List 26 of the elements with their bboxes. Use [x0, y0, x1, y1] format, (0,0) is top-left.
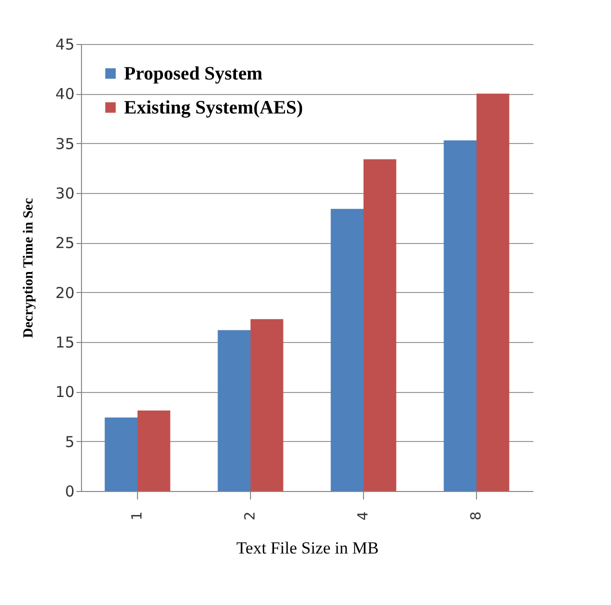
- x-tick-label: 8: [468, 512, 484, 520]
- legend-label: Existing System(AES): [124, 98, 303, 118]
- y-tick-label: 0: [64, 482, 74, 500]
- bar: [364, 159, 396, 491]
- y-tick-label: 40: [55, 85, 74, 104]
- bar: [444, 140, 476, 491]
- y-tick-label: 45: [55, 36, 74, 54]
- x-tick-label: 4: [356, 511, 372, 520]
- y-tick-label: 15: [55, 334, 74, 352]
- y-tick-label: 25: [55, 234, 74, 252]
- y-tick-label: 5: [64, 432, 74, 451]
- y-axis-title: Decryption Time in Sec: [21, 198, 36, 338]
- y-tick-label: 10: [55, 383, 74, 402]
- y-tick-label: 20: [55, 284, 74, 302]
- y-tick-label: 35: [55, 134, 74, 153]
- bar: [330, 208, 364, 491]
- bar: [218, 330, 250, 491]
- x-axis-title: Text File Size in MB: [236, 538, 379, 558]
- y-tick-label: 30: [55, 184, 74, 202]
- bar: [250, 319, 284, 491]
- bar: [138, 410, 170, 491]
- legend-label: Proposed System: [124, 64, 263, 84]
- x-tick-label: 1: [130, 512, 146, 520]
- x-tick-label: 2: [242, 512, 258, 520]
- bar: [104, 417, 138, 491]
- bar: [476, 94, 510, 491]
